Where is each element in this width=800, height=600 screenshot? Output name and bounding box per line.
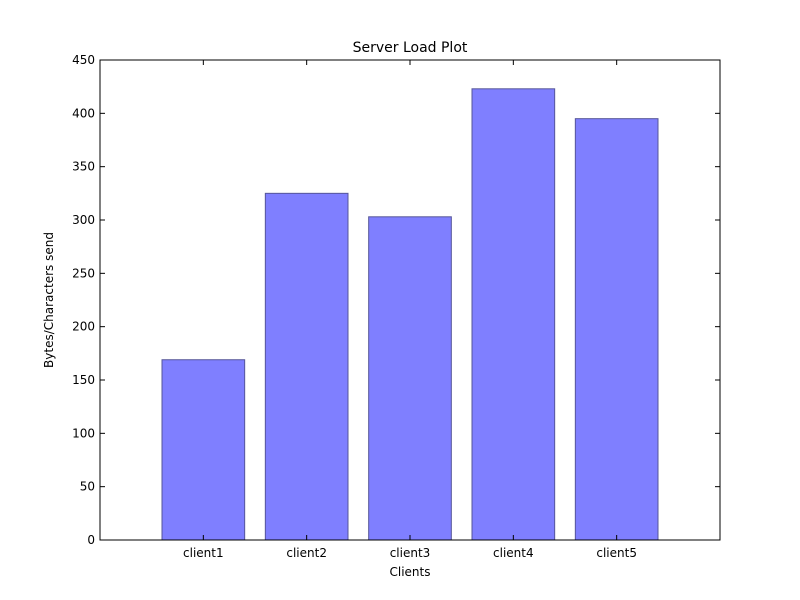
y-tick-label: 0 [87,533,95,547]
x-axis-label: Clients [390,565,431,579]
x-tick-label: client3 [390,546,431,560]
x-tick-label: client1 [183,546,224,560]
y-tick-label: 400 [72,106,95,120]
chart-title: Server Load Plot [353,40,468,56]
y-tick-label: 50 [80,480,95,494]
y-tick-label: 350 [72,160,95,174]
y-tick-label: 250 [72,266,95,280]
bar-client3 [368,216,452,541]
y-axis-label: Bytes/Characters send [42,232,56,368]
y-tick-label: 200 [72,320,95,334]
y-tick-label: 300 [72,213,95,227]
bar-client5 [574,118,659,541]
y-tick-label: 450 [72,53,95,67]
x-tick-label: client5 [596,546,637,560]
x-axis: client1 client2 client3 client4 client5 [183,60,637,560]
y-tick-label: 100 [72,426,95,440]
bar-client1 [161,359,246,541]
y-tick-label: 150 [72,373,95,387]
x-tick-label: client4 [493,546,534,560]
x-tick-label: client2 [286,546,327,560]
bar-client4 [471,88,556,541]
bar-client2 [264,192,349,541]
bars-group [161,88,659,541]
y-axis: 0 50 100 150 200 250 300 350 400 450 [72,53,720,547]
